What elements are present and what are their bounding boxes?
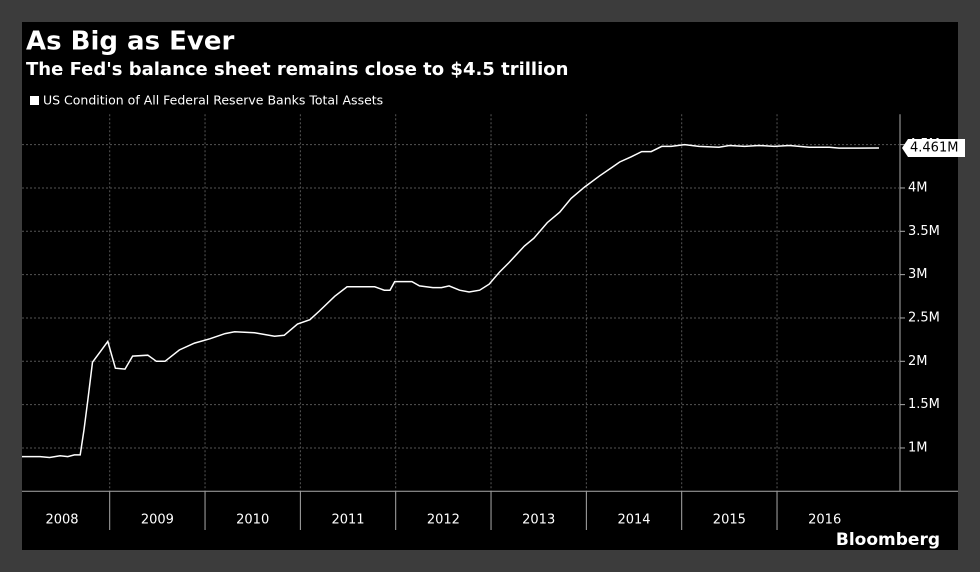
y-tick-label: 3.5M: [908, 224, 940, 239]
legend-swatch: [30, 96, 39, 105]
x-tick-label: 2012: [427, 513, 460, 528]
line: [22, 143, 880, 459]
chart-subtitle: The Fed's balance sheet remains close to…: [26, 59, 568, 80]
x-tick-label: 2015: [713, 513, 746, 528]
x-tick-label: 2014: [617, 513, 650, 528]
x-tick-label: 2013: [522, 513, 555, 528]
x-tick-label: 2016: [808, 513, 841, 528]
x-tick-label: 2011: [331, 513, 364, 528]
panel: [22, 22, 958, 550]
y-tick-label: 2.5M: [908, 310, 940, 325]
x-tick-label: 2009: [141, 513, 174, 528]
y-tick-label: 1M: [908, 440, 928, 455]
source: Bloomberg: [836, 530, 940, 550]
chart-title: As Big as Ever: [26, 27, 234, 57]
x-tick-label: 2008: [45, 513, 78, 528]
x-tick-label: 2010: [236, 513, 269, 528]
y-tick-label: 1.5M: [908, 397, 940, 412]
last-value-label: 4.461M: [910, 141, 958, 156]
y-tick-label: 2M: [908, 354, 928, 369]
last-value-box: [902, 139, 965, 158]
y-tick-label: 4M: [908, 180, 928, 195]
y-tick-label: 3M: [908, 267, 928, 282]
legend-label: US Condition of All Federal Reserve Bank…: [43, 93, 383, 108]
